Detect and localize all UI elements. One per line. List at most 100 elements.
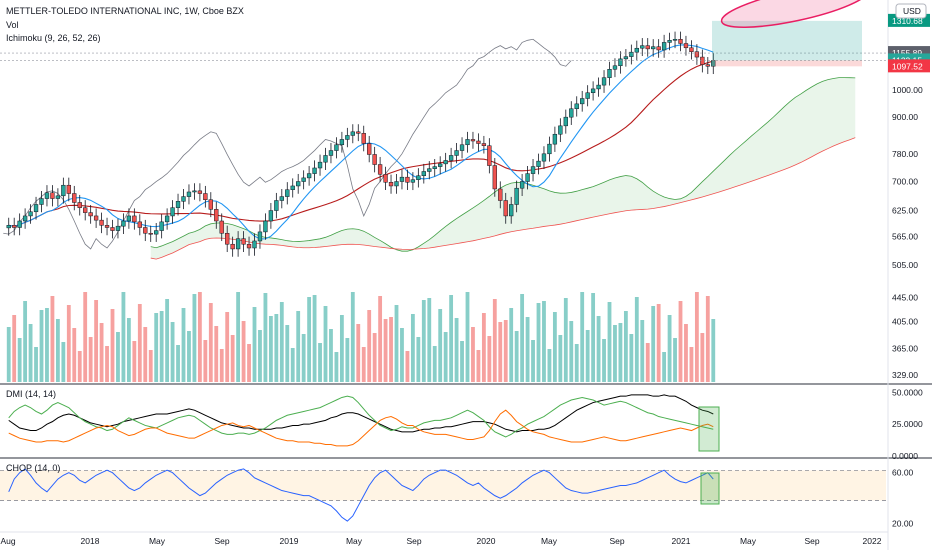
price-candle bbox=[28, 204, 33, 224]
dmi-highlight-box[interactable] bbox=[698, 406, 720, 452]
volume-bar bbox=[552, 312, 557, 382]
time-axis-tick-label: 2020 bbox=[477, 536, 496, 546]
price-candle bbox=[12, 217, 17, 236]
price-candle bbox=[541, 146, 547, 169]
time-axis-tick-label: May bbox=[346, 536, 363, 546]
volume-bar bbox=[498, 322, 503, 382]
chop-line bbox=[8, 468, 714, 522]
volume-bar bbox=[651, 306, 656, 382]
time-axis-tick-label: May bbox=[541, 536, 558, 546]
price-candle bbox=[164, 208, 170, 230]
volume-bar bbox=[634, 297, 639, 382]
price-candle bbox=[574, 96, 579, 117]
volume-bar bbox=[105, 346, 109, 382]
volume-bar bbox=[580, 292, 585, 382]
price-candle bbox=[492, 157, 497, 197]
price-candle bbox=[427, 161, 432, 180]
price-candle bbox=[6, 217, 11, 236]
volume-bar bbox=[405, 351, 410, 382]
price-axis-tick-label: 900.00 bbox=[892, 112, 918, 122]
volume-bar bbox=[689, 347, 694, 382]
price-candle bbox=[454, 142, 459, 164]
volume-bar bbox=[476, 350, 481, 382]
volume-bar bbox=[323, 306, 328, 382]
price-candle bbox=[170, 200, 175, 224]
price-candle bbox=[448, 147, 454, 169]
price-candle bbox=[219, 213, 224, 242]
price-candle bbox=[525, 166, 530, 190]
time-axis-tick-label: 2022 bbox=[863, 536, 882, 546]
price-candle bbox=[317, 154, 323, 176]
position-loss-box[interactable] bbox=[712, 60, 862, 67]
volume-bar bbox=[591, 293, 596, 382]
price-candle bbox=[334, 137, 339, 159]
volume-bar bbox=[165, 299, 170, 382]
volume-bar bbox=[503, 320, 508, 382]
price-candle bbox=[99, 212, 104, 234]
ichimoku-chikou bbox=[3, 38, 572, 250]
price-candle bbox=[399, 169, 405, 190]
volume-bar bbox=[629, 334, 634, 382]
volume-bar bbox=[126, 318, 131, 382]
volume-bar bbox=[678, 301, 683, 382]
volume-bar bbox=[55, 319, 60, 382]
price-candle bbox=[640, 38, 645, 57]
dmi-pane[interactable] bbox=[8, 394, 720, 452]
price-candle bbox=[83, 200, 88, 221]
price-candle bbox=[22, 208, 28, 229]
time-axis-tick-label: Aug bbox=[0, 536, 15, 546]
volume-bar bbox=[148, 350, 153, 382]
volume-bar bbox=[99, 323, 104, 382]
volume-bar bbox=[394, 305, 399, 382]
price-candle bbox=[257, 224, 263, 249]
volume-bar bbox=[214, 326, 219, 382]
volume-bar bbox=[454, 318, 459, 382]
currency-button[interactable] bbox=[895, 3, 927, 19]
price-candle bbox=[143, 219, 148, 242]
volume-bar bbox=[416, 337, 421, 382]
volume-bar bbox=[432, 346, 437, 382]
volume-bar bbox=[159, 311, 164, 382]
price-candle bbox=[268, 202, 274, 229]
price-candle bbox=[263, 213, 268, 240]
volume-bar bbox=[711, 319, 716, 382]
volume-bar bbox=[28, 324, 33, 382]
volume-bar bbox=[662, 352, 667, 382]
price-pane[interactable] bbox=[3, 31, 856, 382]
price-candle bbox=[487, 138, 492, 174]
chop-highlight-box[interactable] bbox=[700, 472, 720, 505]
volume-bar bbox=[492, 299, 497, 382]
price-candle bbox=[115, 218, 121, 239]
price-axis-tick-label: 365.00 bbox=[892, 343, 918, 353]
price-candle bbox=[367, 135, 372, 163]
price-candle bbox=[214, 201, 219, 229]
volume-bar bbox=[219, 349, 224, 382]
chop-pane[interactable] bbox=[0, 468, 886, 522]
price-candle bbox=[661, 34, 667, 58]
price-candle bbox=[459, 137, 465, 159]
price-candle bbox=[656, 39, 661, 58]
volume-bar bbox=[252, 307, 257, 382]
volume-bar bbox=[187, 331, 191, 382]
price-candle bbox=[558, 118, 563, 143]
price-candle bbox=[607, 61, 612, 86]
volume-bar bbox=[427, 298, 432, 382]
ellipse-annotation[interactable] bbox=[719, 0, 872, 36]
price-candle bbox=[618, 51, 623, 74]
volume-bar bbox=[208, 303, 213, 382]
price-candle bbox=[563, 109, 568, 134]
ichimoku-indicator-label: Ichimoku (9, 26, 52, 26) bbox=[6, 33, 101, 43]
price-axis-tick-label: 505.00 bbox=[892, 260, 918, 270]
price-candle bbox=[356, 124, 361, 142]
price-candle bbox=[235, 231, 241, 257]
price-axis-tick-label: 565.00 bbox=[892, 231, 918, 241]
price-candle bbox=[121, 213, 126, 234]
price-tag: 1097.52 bbox=[888, 59, 930, 73]
price-candle bbox=[498, 181, 503, 209]
volume-bar bbox=[203, 340, 208, 382]
volume-bar bbox=[121, 292, 126, 382]
volume-bar bbox=[361, 347, 366, 382]
price-candle bbox=[438, 156, 443, 175]
volume-bar bbox=[50, 296, 55, 382]
price-candle bbox=[596, 77, 601, 97]
